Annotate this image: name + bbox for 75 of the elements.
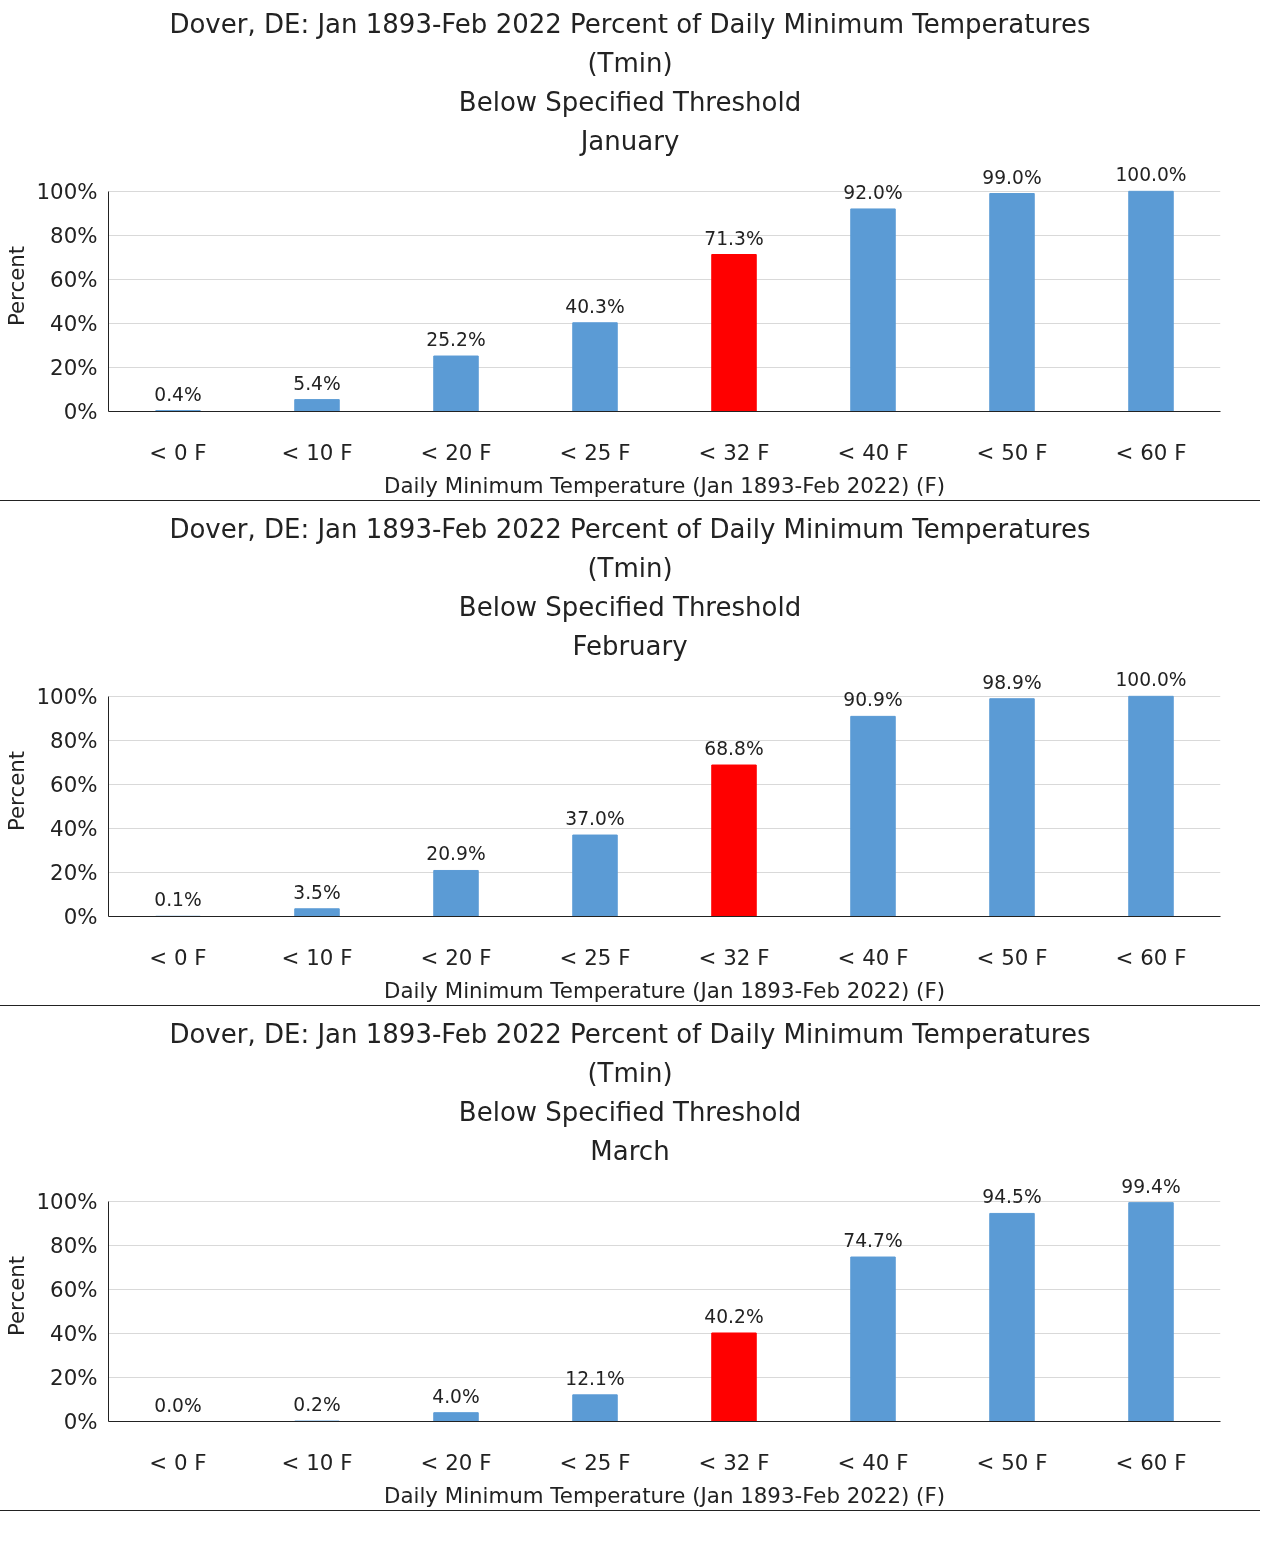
y-axis-title: Percent bbox=[3, 1255, 29, 1337]
y-tick-label: 100% bbox=[36, 683, 98, 709]
data-label: 100.0% bbox=[1115, 669, 1187, 691]
y-tick-label: 0% bbox=[63, 399, 98, 424]
x-tick-label: < 50 F bbox=[976, 439, 1048, 465]
data-label: 68.8% bbox=[704, 738, 764, 760]
y-tick-label: 100% bbox=[36, 178, 98, 204]
data-label: 0.2% bbox=[293, 1394, 341, 1416]
x-axis-title: Daily Minimum Temperature (Jan 1893-Feb 2022) (F) bbox=[383, 472, 946, 498]
x-tick-label: < 0 F bbox=[149, 1449, 207, 1475]
x-tick-label: < 60 F bbox=[1115, 944, 1187, 970]
data-label: 0.4% bbox=[154, 383, 202, 405]
y-tick-label: 60% bbox=[50, 1276, 98, 1302]
data-label: 25.2% bbox=[426, 329, 486, 351]
x-tick-label: < 0 F bbox=[149, 944, 207, 970]
x-tick-label: < 32 F bbox=[698, 439, 770, 465]
data-label: 71.3% bbox=[704, 227, 764, 249]
x-tick-label: < 0 F bbox=[149, 439, 207, 465]
chart-title: Dover, DE: Jan 1893-Feb 2022 Percent of Daily Minimum Temperatures (Tmin) Below Specified Threshold March bbox=[169, 1018, 1091, 1168]
data-label: 94.5% bbox=[982, 1186, 1042, 1208]
x-tick-label: < 40 F bbox=[837, 439, 909, 465]
data-label: 40.2% bbox=[704, 1305, 764, 1327]
x-tick-label: < 32 F bbox=[698, 944, 770, 970]
data-label: 20.9% bbox=[426, 843, 486, 865]
data-label: 100.0% bbox=[1115, 164, 1187, 186]
y-tick-label: 80% bbox=[50, 222, 98, 248]
y-axis-title: Percent bbox=[3, 750, 29, 832]
y-tick-label: 60% bbox=[50, 771, 98, 797]
data-label: 37.0% bbox=[565, 808, 625, 830]
x-tick-label: < 20 F bbox=[420, 439, 492, 465]
x-tick-label: < 10 F bbox=[281, 944, 353, 970]
x-axis-title: Daily Minimum Temperature (Jan 1893-Feb 2022) (F) bbox=[383, 977, 946, 1003]
data-label: 90.9% bbox=[843, 689, 903, 711]
y-tick-label: 100% bbox=[36, 1188, 98, 1214]
x-tick-label: < 25 F bbox=[559, 439, 631, 465]
y-tick-label: 20% bbox=[50, 354, 98, 380]
y-tick-label: 0% bbox=[63, 1409, 98, 1434]
y-tick-label: 60% bbox=[50, 266, 98, 292]
data-label: 99.4% bbox=[1121, 1175, 1181, 1197]
data-label: 74.7% bbox=[843, 1230, 903, 1252]
x-tick-label: < 60 F bbox=[1115, 1449, 1187, 1475]
y-tick-label: 40% bbox=[50, 310, 98, 336]
x-tick-label: < 10 F bbox=[281, 439, 353, 465]
data-label: 4.0% bbox=[432, 1385, 480, 1407]
x-tick-label: < 25 F bbox=[559, 1449, 631, 1475]
x-tick-label: < 20 F bbox=[420, 1449, 492, 1475]
y-tick-label: 80% bbox=[50, 1232, 98, 1258]
x-tick-label: < 50 F bbox=[976, 1449, 1048, 1475]
data-label: 40.3% bbox=[565, 295, 625, 317]
x-tick-label: < 20 F bbox=[420, 944, 492, 970]
y-tick-label: 20% bbox=[50, 859, 98, 885]
x-tick-label: < 50 F bbox=[976, 944, 1048, 970]
data-label: 98.9% bbox=[982, 671, 1042, 693]
data-label: 99.0% bbox=[982, 166, 1042, 188]
x-tick-label: < 60 F bbox=[1115, 439, 1187, 465]
x-tick-label: < 10 F bbox=[281, 1449, 353, 1475]
chart-title: Dover, DE: Jan 1893-Feb 2022 Percent of Daily Minimum Temperatures (Tmin) Below Specified Threshold January bbox=[169, 8, 1091, 158]
y-tick-label: 80% bbox=[50, 727, 98, 753]
x-tick-label: < 40 F bbox=[837, 1449, 909, 1475]
y-axis-title: Percent bbox=[3, 245, 29, 327]
y-tick-label: 40% bbox=[50, 1320, 98, 1346]
x-tick-label: < 25 F bbox=[559, 944, 631, 970]
y-tick-label: 40% bbox=[50, 815, 98, 841]
y-tick-label: 20% bbox=[50, 1364, 98, 1390]
x-tick-label: < 32 F bbox=[698, 1449, 770, 1475]
data-label: 92.0% bbox=[843, 181, 903, 203]
y-tick-label: 0% bbox=[63, 904, 98, 929]
x-axis-title: Daily Minimum Temperature (Jan 1893-Feb 2022) (F) bbox=[383, 1482, 946, 1508]
data-label: 3.5% bbox=[293, 881, 341, 903]
data-label: 5.4% bbox=[293, 372, 341, 394]
data-label: 0.1% bbox=[154, 889, 202, 911]
data-label: 12.1% bbox=[565, 1367, 625, 1389]
x-tick-label: < 40 F bbox=[837, 944, 909, 970]
data-label: 0.0% bbox=[154, 1394, 202, 1416]
chart-title: Dover, DE: Jan 1893-Feb 2022 Percent of Daily Minimum Temperatures (Tmin) Below Specified Threshold February bbox=[169, 513, 1091, 663]
